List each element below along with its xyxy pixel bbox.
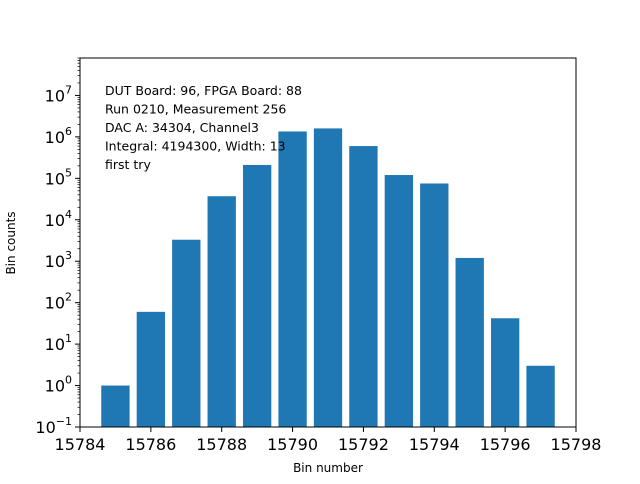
bar-15791: [313, 128, 343, 427]
y-tick-base: 10: [45, 211, 65, 230]
y-tick-exponent: 1: [65, 332, 72, 345]
y-tick-exponent: 2: [65, 291, 72, 304]
y-tick-label: 100: [45, 374, 72, 396]
y-tick-exponent: 4: [65, 208, 72, 221]
y-tick-label: 106: [45, 125, 72, 147]
y-tick-label: 103: [45, 249, 72, 271]
x-tick-label: 15784: [55, 435, 106, 454]
x-tick-label: 15786: [125, 435, 176, 454]
x-tick-label: 15792: [338, 435, 389, 454]
bar-15789: [242, 164, 272, 427]
bar-15790: [278, 131, 307, 427]
y-tick-base: 10: [45, 86, 65, 105]
y-tick-base: 10: [35, 418, 55, 437]
y-tick-label: 10−1: [35, 415, 72, 437]
bar-15797: [526, 365, 555, 427]
y-tick-label: 104: [45, 208, 72, 230]
x-tick-label: 15794: [409, 435, 460, 454]
y-tick-label: 105: [45, 166, 72, 188]
bar-15787: [172, 239, 201, 427]
y-tick-exponent: 3: [65, 249, 72, 262]
y-tick-base: 10: [45, 128, 65, 147]
annotation-line: Run 0210, Measurement 256: [105, 102, 286, 117]
bar-15793: [384, 175, 414, 427]
y-tick-exponent: 6: [65, 125, 72, 138]
x-axis-label: Bin number: [293, 461, 363, 475]
x-tick-label: 15788: [196, 435, 247, 454]
annotation-line: DUT Board: 96, FPGA Board: 88: [105, 83, 302, 98]
x-tick-label: 15796: [480, 435, 531, 454]
bars-group: [101, 128, 555, 428]
y-tick-exponent: −1: [56, 415, 72, 428]
bar-15796: [490, 318, 520, 427]
y-tick-label: 102: [45, 291, 72, 313]
annotation-line: first try: [105, 157, 151, 172]
x-tick-label: 15790: [267, 435, 318, 454]
y-tick-exponent: 5: [65, 166, 72, 179]
y-tick-exponent: 7: [65, 83, 72, 96]
bar-15794: [420, 183, 449, 427]
bar-15786: [136, 311, 166, 427]
bar-15792: [349, 146, 378, 428]
bar-15795: [455, 257, 484, 427]
annotation-line: Integral: 4194300, Width: 13: [105, 139, 286, 154]
y-tick-base: 10: [45, 252, 65, 271]
y-axis-label: Bin counts: [4, 211, 18, 274]
plot-frame: [79, 57, 577, 428]
annotation-block: DUT Board: 96, FPGA Board: 88 Run 0210, M…: [105, 83, 302, 172]
x-axis: 15784 15786 15788 15790 15792 15794 15796 15798: [55, 427, 602, 454]
y-tick-label: 101: [45, 332, 72, 354]
y-tick-label: 107: [45, 83, 72, 105]
y-tick-base: 10: [45, 294, 65, 313]
y-tick-base: 10: [45, 377, 65, 396]
x-tick-label: 15798: [551, 435, 602, 454]
bar-15785: [101, 385, 130, 427]
y-tick-base: 10: [45, 169, 65, 188]
bar-15788: [207, 196, 236, 427]
y-tick-base: 10: [45, 335, 65, 354]
annotation-line: DAC A: 34304, Channel3: [105, 120, 259, 135]
y-tick-exponent: 0: [65, 374, 72, 387]
